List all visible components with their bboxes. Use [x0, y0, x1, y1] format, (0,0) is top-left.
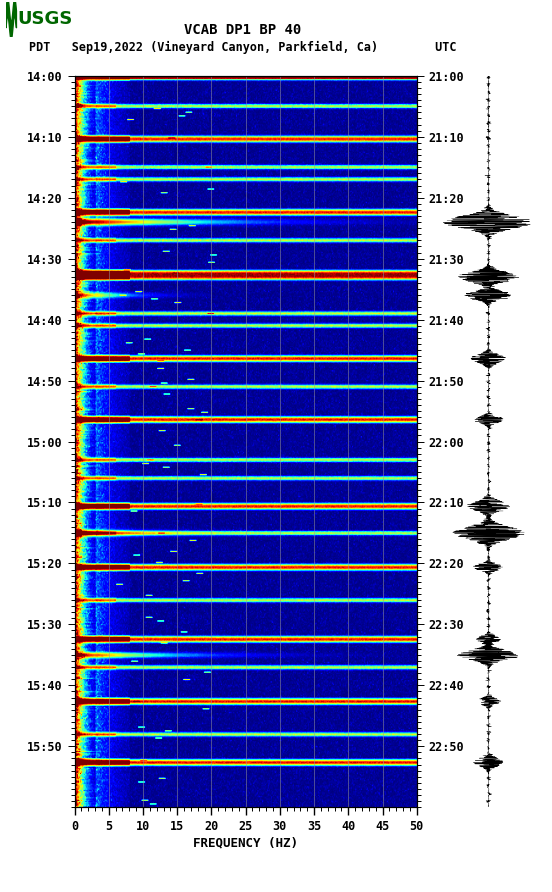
Text: VCAB DP1 BP 40: VCAB DP1 BP 40 [184, 23, 301, 37]
Text: PDT   Sep19,2022 (Vineyard Canyon, Parkfield, Ca)        UTC: PDT Sep19,2022 (Vineyard Canyon, Parkfie… [29, 40, 457, 54]
Text: USGS: USGS [18, 10, 73, 28]
X-axis label: FREQUENCY (HZ): FREQUENCY (HZ) [193, 836, 298, 849]
